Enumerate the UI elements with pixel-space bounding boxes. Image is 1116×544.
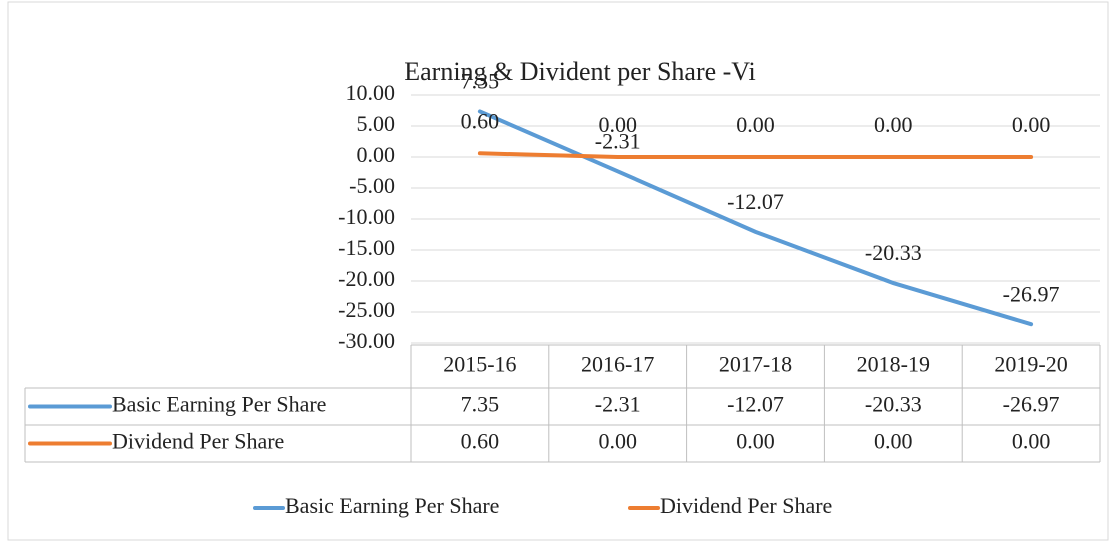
table-cell: 0.00 (874, 429, 913, 454)
table-cell: 0.00 (598, 429, 637, 454)
series-line (477, 109, 1034, 327)
y-tick-label: -10.00 (338, 204, 395, 229)
y-tick-label: 5.00 (357, 111, 396, 136)
data-label: -12.07 (727, 189, 784, 214)
y-tick-label: 0.00 (357, 142, 396, 167)
data-label: 0.00 (1012, 112, 1051, 137)
data-label: 0.00 (736, 112, 775, 137)
table-cell: -2.31 (595, 392, 641, 417)
x-tick-label: 2017-18 (719, 352, 792, 377)
table-cell: 7.35 (461, 392, 500, 417)
table-cell: 0.00 (736, 429, 775, 454)
x-tick-label: 2018-19 (857, 352, 930, 377)
y-tick-label: 10.00 (346, 80, 396, 105)
data-label: 7.35 (461, 68, 500, 93)
data-label: 0.60 (461, 108, 500, 133)
chart-title: Earning & Divident per Share -Vi (404, 57, 756, 86)
table-cell: 0.00 (1012, 429, 1051, 454)
data-label: -26.97 (1003, 281, 1060, 306)
table-cell: -20.33 (865, 392, 922, 417)
table-row-label: Basic Earning Per Share (112, 392, 326, 417)
data-label: -20.33 (865, 240, 922, 265)
table-cell: -26.97 (1003, 392, 1060, 417)
legend-label: Basic Earning Per Share (285, 493, 499, 518)
legend-label: Dividend Per Share (660, 493, 832, 518)
table-row-label: Dividend Per Share (112, 429, 284, 454)
y-tick-label: -25.00 (338, 297, 395, 322)
x-tick-label: 2016-17 (581, 352, 654, 377)
data-label: 0.00 (874, 112, 913, 137)
data-label: -2.31 (595, 128, 641, 153)
table-cell: 0.60 (461, 429, 500, 454)
y-tick-label: -5.00 (349, 173, 395, 198)
y-tick-label: -20.00 (338, 266, 395, 291)
y-tick-label: -15.00 (338, 235, 395, 260)
data-label: 0.00 (598, 112, 637, 137)
x-tick-label: 2019-20 (994, 352, 1067, 377)
x-tick-label: 2015-16 (443, 352, 516, 377)
series-line (477, 151, 1034, 159)
y-tick-label: -30.00 (338, 328, 395, 353)
table-cell: -12.07 (727, 392, 784, 417)
chart-border (7, 1, 1109, 541)
